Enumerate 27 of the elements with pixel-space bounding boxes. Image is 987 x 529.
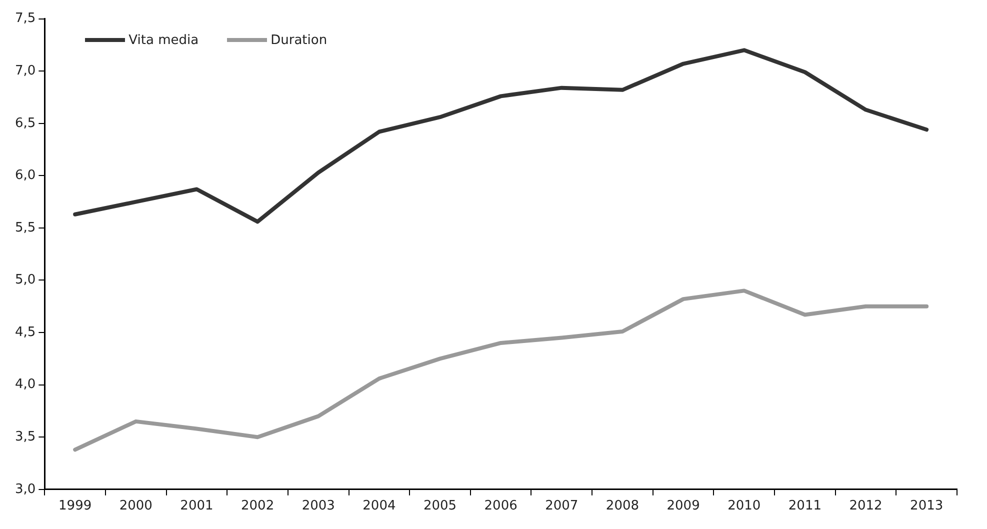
y-tick-label: 6,0 <box>14 168 36 184</box>
x-tick-label: 2009 <box>666 498 700 514</box>
x-tick-label: 2012 <box>849 498 882 514</box>
y-tick-label: 7,5 <box>14 11 36 26</box>
x-tick-label: 2007 <box>545 498 578 514</box>
x-tick-label: 2003 <box>302 498 335 514</box>
x-tick-label: 2001 <box>180 498 214 514</box>
y-tick-label: 6,5 <box>14 116 36 131</box>
y-tick-label: 5,5 <box>14 220 36 236</box>
y-tick-label: 4,5 <box>14 324 36 340</box>
x-tick-label: 2002 <box>241 498 274 514</box>
x-tick-label: 2008 <box>606 498 640 514</box>
x-tick-label: 1999 <box>58 498 92 514</box>
y-tick-label: 3,5 <box>14 429 36 444</box>
y-tick-label: 3,0 <box>14 482 36 497</box>
x-tick-label: 2006 <box>484 498 518 514</box>
legend-label: Duration <box>270 32 328 48</box>
x-tick-label: 2004 <box>362 498 396 514</box>
x-tick-label: 2011 <box>788 498 822 514</box>
x-tick-label: 2010 <box>728 498 761 514</box>
y-tick-label: 7,0 <box>14 63 36 78</box>
x-tick-label: 2013 <box>910 498 944 514</box>
x-tick-label: 2005 <box>423 498 457 514</box>
y-tick-label: 4,0 <box>14 377 36 392</box>
x-tick-label: 2000 <box>119 498 152 514</box>
y-tick-label: 5,0 <box>14 272 36 288</box>
legend-label: Vita media <box>128 32 199 48</box>
